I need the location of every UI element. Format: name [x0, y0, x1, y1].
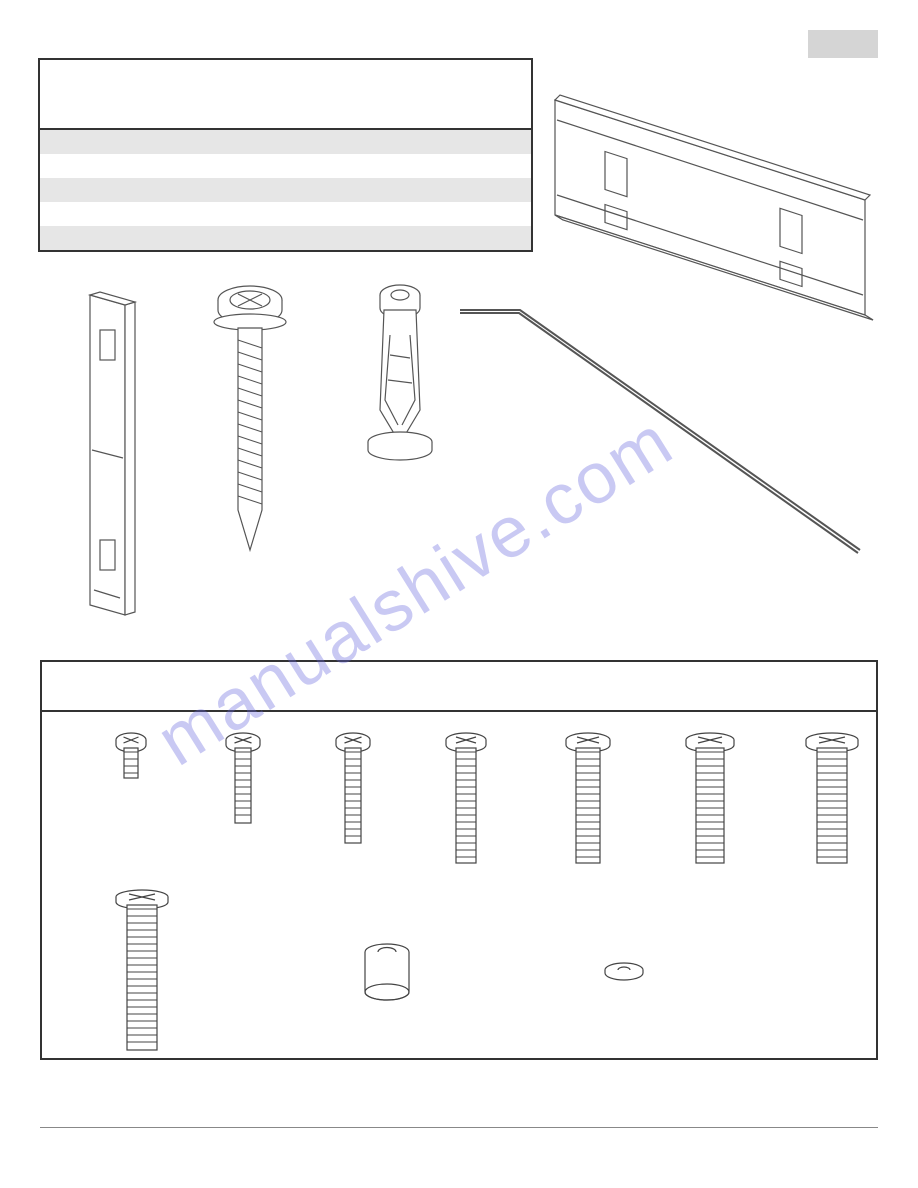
screw-s7	[802, 730, 862, 871]
screw-s8	[112, 887, 172, 1058]
screw-s4	[442, 730, 490, 871]
screw-table-header	[42, 662, 876, 712]
screw-s3	[332, 730, 374, 851]
screw-s5	[562, 730, 614, 871]
wall-anchor	[350, 280, 450, 500]
lag-bolt	[200, 280, 300, 560]
dimension-table	[38, 58, 533, 252]
dim-rows	[40, 130, 531, 250]
page-tab	[808, 30, 878, 58]
screw-table	[40, 660, 878, 1060]
screw-s6	[682, 730, 738, 871]
washer	[602, 960, 646, 989]
dim-table-header	[40, 60, 531, 130]
screw-s1	[112, 730, 150, 786]
screw-table-body	[42, 712, 876, 1060]
spacer	[362, 942, 412, 1007]
tool-rod	[450, 290, 870, 570]
footer-rule	[40, 1127, 878, 1128]
screw-s2	[222, 730, 264, 831]
vertical-bracket	[70, 290, 160, 630]
